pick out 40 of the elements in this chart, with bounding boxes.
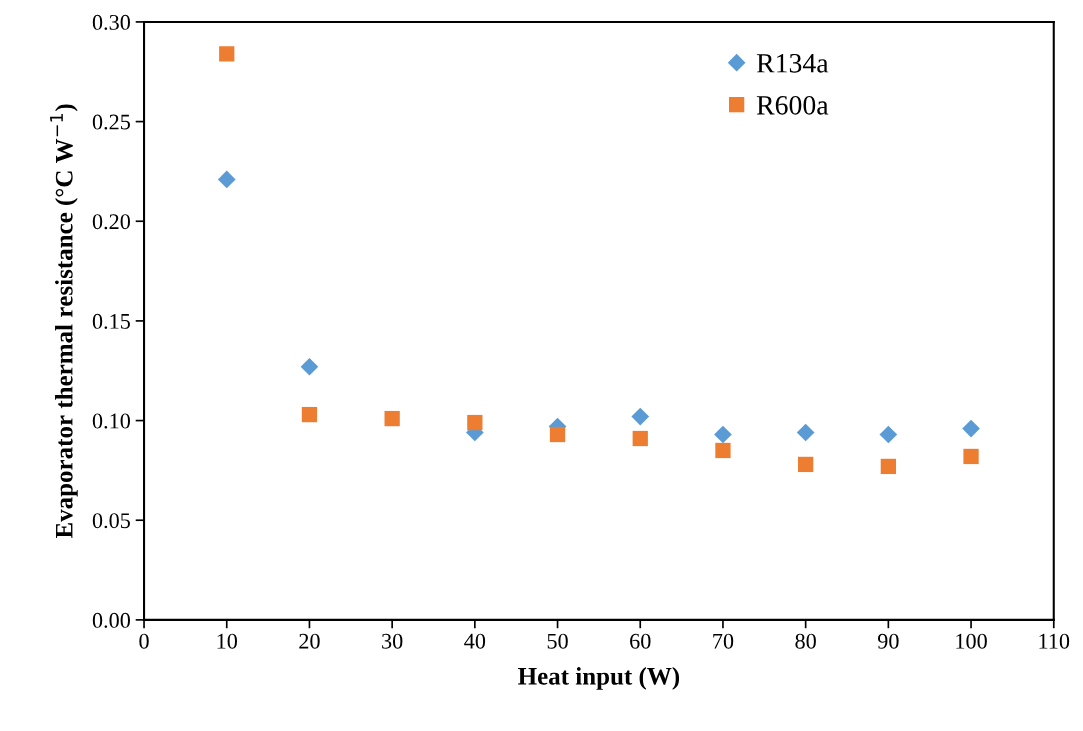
point [879,425,898,444]
point [301,406,318,423]
x-axis-title: Heat input (W) [518,667,680,690]
point [300,357,319,376]
x-tick-label: 70 [713,633,734,649]
point [219,46,235,62]
x-tick-label: 80 [795,633,816,649]
x-tick-label: 60 [630,633,651,649]
x-tick-label: 20 [299,633,320,649]
point [714,425,732,444]
y-tick-label: 0.15 [92,313,130,329]
y-tick-label: 0.20 [92,214,130,230]
point [631,407,650,426]
x-tick-label: 0 [139,633,149,649]
y-tick-label: 0.05 [92,513,130,529]
x-tick-label: 90 [877,633,899,649]
point [963,448,979,465]
y-axis-title: Evaporator thermal resistance (°C W$^{−1}$) [50,104,78,539]
point [384,410,400,427]
x-tick-label: 100 [956,633,987,649]
x-tick-label: 40 [464,633,486,649]
x-tick-label: 50 [547,633,568,649]
point [715,442,731,459]
point [796,423,815,442]
legend-label: R600a [756,95,829,115]
point [549,426,566,443]
y-tick-label: 0.30 [92,14,130,30]
y-tick-label: 0.25 [92,114,130,130]
x-tick-label: 10 [217,633,237,649]
point [467,414,483,431]
y-tick-label: 0.00 [92,612,130,628]
legend-label: R134a [756,53,829,73]
x-tick-label: 110 [1039,633,1070,649]
point [798,456,814,473]
point [962,419,980,438]
point [632,430,648,447]
point [217,170,236,189]
x-tick-label: 30 [382,633,403,649]
point [880,458,896,475]
y-tick-label: 0.10 [92,413,130,429]
